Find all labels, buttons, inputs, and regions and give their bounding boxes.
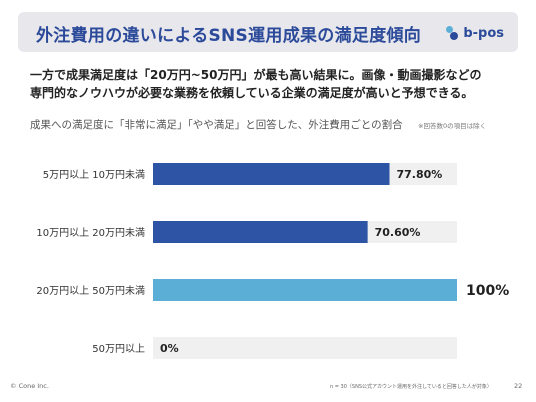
bar bbox=[153, 279, 457, 301]
category-label: 5万円以上 10万円未満 bbox=[43, 169, 145, 181]
category-label: 50万円以上 bbox=[92, 343, 145, 355]
b-pos-logo-icon bbox=[446, 26, 459, 40]
category-label: 20万円以上 50万円未満 bbox=[36, 285, 145, 297]
chart-subtitle: 成果への満足度に「非常に満足」「やや満足」と回答した、外注費用ごとの割合 ※回答… bbox=[30, 117, 486, 132]
bar-track bbox=[153, 337, 457, 359]
value-label: 70.60% bbox=[375, 226, 421, 239]
bar-chart: 5万円以上 10万円未満 77.80% 10万円以上 20万円未満 70.60% 20万… bbox=[36, 163, 509, 359]
lead-text: 一方で成果満足度は「20万円~50万円」が最も高い結果に。画像・動画撮影などの … bbox=[30, 66, 481, 102]
chart-subtitle-note: ※回答数0の項目は除く bbox=[418, 122, 487, 130]
lead-line-2: 専門的なノウハウが必要な業務を依頼している企業の満足度が高いと予想できる。 bbox=[30, 86, 474, 100]
sample-size-note: n = 30（SNS公式アカウント運用を外注していると回答した人が対象） bbox=[330, 384, 492, 390]
value-label: 0% bbox=[160, 342, 179, 355]
header-bar: 外注費用の違いによるSNS運用成果の満足度傾向 b-pos bbox=[18, 12, 518, 52]
bar bbox=[153, 163, 390, 185]
value-label: 77.80% bbox=[397, 168, 443, 181]
chart-subtitle-text: 成果への満足度に「非常に満足」「やや満足」と回答した、外注費用ごとの割合 bbox=[30, 119, 403, 131]
page-title: 外注費用の違いによるSNS運用成果の満足度傾向 bbox=[36, 26, 422, 46]
page-number: 22 bbox=[514, 382, 523, 390]
category-label: 10万円以上 20万円未満 bbox=[36, 227, 145, 239]
brand-logo: b-pos bbox=[445, 24, 504, 42]
lead-line-1: 一方で成果満足度は「20万円~50万円」が最も高い結果に。画像・動画撮影などの bbox=[30, 68, 482, 82]
value-label: 100% bbox=[466, 283, 509, 299]
copyright: © Cone Inc. bbox=[10, 382, 49, 390]
logo-text: b-pos bbox=[463, 25, 504, 41]
bar bbox=[153, 221, 368, 243]
